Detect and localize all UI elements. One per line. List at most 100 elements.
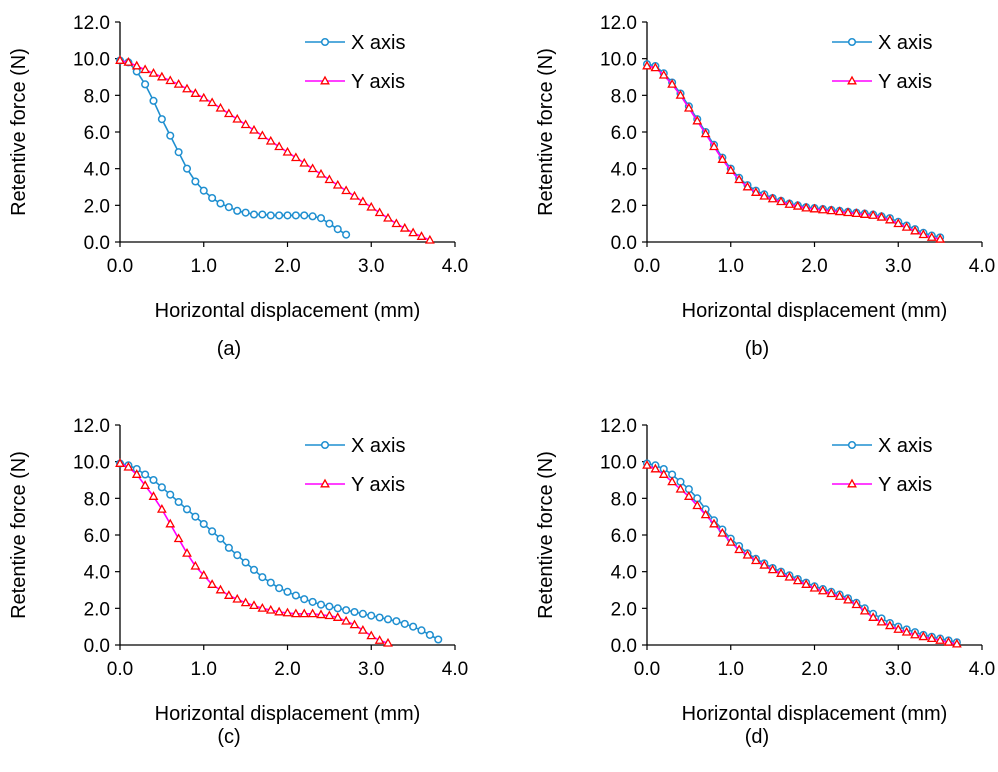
data-point [233, 551, 242, 560]
data-point [224, 203, 233, 212]
data-point [173, 79, 184, 88]
data-point [282, 607, 293, 617]
data-point [357, 625, 368, 634]
data-point [265, 135, 276, 145]
data-point [223, 108, 234, 118]
data-point [416, 231, 427, 240]
legend-entry: X axis [832, 435, 932, 457]
data-point [725, 165, 736, 174]
data-point [692, 500, 703, 510]
series-x-axis [115, 56, 351, 239]
data-point [140, 64, 151, 74]
data-point [851, 208, 862, 218]
data-point [332, 612, 343, 621]
y-tick-label: 0.0 [611, 636, 637, 657]
data-point [650, 463, 661, 473]
data-point [683, 102, 694, 112]
legend-marker [847, 75, 857, 85]
legend-marker [320, 37, 330, 47]
data-point [123, 461, 134, 471]
data-point [333, 225, 342, 234]
data-point [742, 181, 753, 191]
x-tick-label: 1.0 [718, 256, 744, 277]
data-point [325, 602, 334, 611]
data-point [667, 79, 678, 88]
data-point [123, 57, 134, 66]
data-point [341, 185, 352, 195]
data-point [131, 60, 142, 70]
data-point [232, 113, 243, 123]
data-point [241, 208, 250, 217]
data-point [141, 470, 150, 479]
data-point [884, 620, 895, 630]
data-point [148, 491, 159, 500]
data-point [408, 227, 419, 237]
data-point [868, 612, 879, 621]
data-point [409, 622, 418, 631]
data-point [249, 565, 259, 574]
x-tick-label: 2.0 [801, 659, 827, 680]
x-tick-label: 3.0 [885, 659, 911, 680]
x-axis-title: Horizontal displacement (mm) [155, 300, 421, 322]
data-point [910, 629, 920, 639]
data-point [275, 584, 284, 593]
data-point [801, 579, 812, 588]
y-tick-label: 10.0 [600, 453, 637, 474]
data-point [224, 543, 233, 552]
data-point [392, 617, 401, 626]
chart-panel-1: 0.0 2.0 4.0 6.0 8.0 10.0 12.0 0.0 1.0 2.0 3.0 4.0 Ho… [8, 13, 468, 360]
data-point [182, 164, 192, 173]
series-y-axis [642, 460, 962, 648]
data-point [199, 519, 208, 529]
x-tick-label: 4.0 [442, 256, 468, 277]
data-point [759, 190, 770, 200]
data-point [642, 60, 652, 70]
x-tick-label: 2.0 [801, 256, 827, 277]
data-point [843, 594, 853, 604]
data-point [300, 595, 309, 604]
data-point [826, 588, 837, 598]
data-point [182, 548, 192, 557]
legend-label: Y axis [878, 71, 932, 93]
data-point [257, 603, 268, 612]
data-point [893, 624, 904, 633]
data-point [717, 527, 728, 537]
data-point [342, 230, 351, 239]
panel-caption: (c) [217, 726, 240, 748]
data-point [215, 102, 226, 112]
legend-marker [320, 478, 330, 488]
data-point [316, 609, 326, 619]
data-point [283, 211, 292, 220]
legend-label: Y axis [351, 474, 405, 496]
legend-label: Y axis [878, 474, 932, 496]
data-point [375, 613, 384, 622]
data-point [265, 604, 276, 614]
data-point [140, 480, 151, 489]
data-point [951, 638, 962, 648]
legend-entry: Y axis [832, 71, 932, 93]
data-point [926, 232, 937, 241]
data-point [357, 196, 368, 206]
data-point [868, 210, 879, 219]
data-point [258, 210, 267, 219]
x-tick-label: 1.0 [191, 256, 217, 277]
data-point [817, 585, 828, 595]
y-tick-label: 4.0 [84, 160, 110, 181]
y-axis-title: Retentive force (N) [535, 48, 557, 216]
series-y-axis [642, 60, 946, 243]
x-tick-label: 2.0 [274, 659, 300, 680]
data-point [290, 152, 301, 162]
y-tick-label: 8.0 [611, 489, 637, 510]
data-point [918, 229, 929, 239]
data-point [391, 218, 402, 228]
data-point [834, 591, 845, 600]
data-point [333, 604, 342, 613]
series-line [119, 59, 347, 236]
y-tick-label: 6.0 [611, 526, 637, 547]
data-point [366, 630, 377, 640]
data-point [165, 518, 176, 528]
data-point [240, 119, 251, 129]
data-point [156, 71, 167, 81]
x-tick-label: 3.0 [885, 256, 911, 277]
